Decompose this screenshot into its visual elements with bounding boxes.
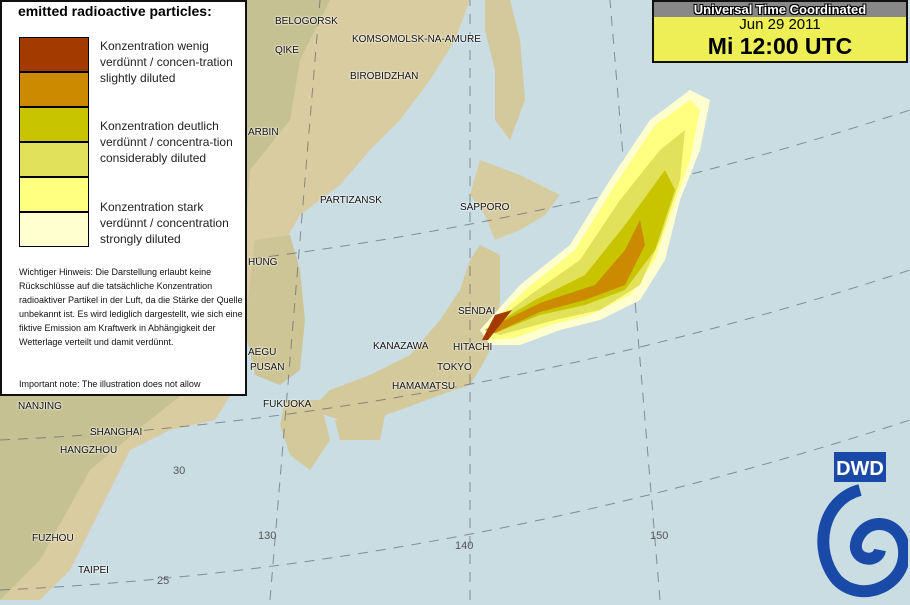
city-label: HITACHI — [453, 342, 493, 353]
land-hokkaido — [470, 160, 560, 240]
city-label: AEGU — [248, 347, 277, 358]
land-korea — [245, 235, 305, 385]
plume-considerable-outer — [485, 130, 685, 335]
city-label: FUZHOU — [32, 533, 74, 544]
city-label: KOMSOMOLSK-NA-AMURE — [352, 34, 481, 45]
city-label: BELOGORSK — [275, 16, 338, 27]
lat-label: 30 — [173, 465, 186, 477]
swatch-slight-2 — [19, 72, 89, 107]
legend-label-slight: Konzentration wenig verdünnt / concen-tr… — [100, 39, 233, 85]
city-label: HAMAMATSU — [392, 381, 456, 392]
legend-panel: emitted radioactive particles: Konzentra… — [0, 0, 247, 396]
land-sakhalin — [485, 0, 525, 140]
swatch-slight-1 — [19, 37, 89, 72]
city-label: HUNG — [248, 257, 278, 268]
legend-title: emitted radioactive particles: — [18, 3, 212, 19]
legend-label-considerable: Konzentration deutlich verdünnt / concen… — [100, 119, 233, 165]
time-header: Universal Time Coordinated — [654, 2, 906, 17]
city-label: KANAZAWA — [373, 341, 429, 352]
swatch-strong-2 — [19, 212, 89, 247]
legend-label-strong: Konzentration stark verdünnt / concentra… — [100, 200, 229, 246]
lat-label: 25 — [157, 575, 170, 587]
swatch-considerable-2 — [19, 142, 89, 177]
city-label: SHANGHAI — [90, 427, 143, 438]
note-english: Important note: The illustration does no… — [19, 379, 201, 394]
date-text: Jun 29 2011 — [739, 16, 821, 33]
dwd-logo: DWD — [812, 450, 910, 600]
plume-slight — [482, 310, 512, 340]
plume-slight-outer — [485, 220, 645, 333]
city-label: SAPPORO — [460, 202, 510, 213]
land-kyushu — [280, 400, 330, 470]
city-label: HANGZHOU — [60, 445, 118, 456]
time-box: Universal Time Coordinated Jun 29 2011 M… — [652, 0, 908, 63]
city-label: FUKUOKA — [263, 399, 312, 410]
lon-label: 150 — [650, 530, 669, 542]
city-label: BIROBIDZHAN — [350, 71, 419, 82]
lon-label: 130 — [258, 530, 277, 542]
city-label: QIKE — [275, 45, 299, 56]
city-label: SENDAI — [458, 306, 496, 317]
svg-text:DWD: DWD — [836, 458, 884, 480]
time-text: Mi 12:00 UTC — [707, 33, 853, 59]
city-label: TOKYO — [437, 362, 472, 373]
plume-strong — [485, 100, 700, 340]
lon-label: 140 — [455, 540, 474, 552]
city-label: PARTIZANSK — [320, 195, 382, 206]
city-label: ARBIN — [248, 127, 279, 138]
land-shikoku — [335, 415, 385, 440]
city-label: PUSAN — [250, 362, 285, 373]
land-honshu — [310, 245, 500, 420]
city-label: NANJING — [18, 401, 62, 412]
swatch-strong-1 — [19, 177, 89, 212]
note-german: Wichtiger Hinweis: Die Darstellung erlau… — [19, 267, 243, 347]
city-label: TAIPEI — [78, 565, 109, 576]
swatch-considerable-1 — [19, 107, 89, 142]
